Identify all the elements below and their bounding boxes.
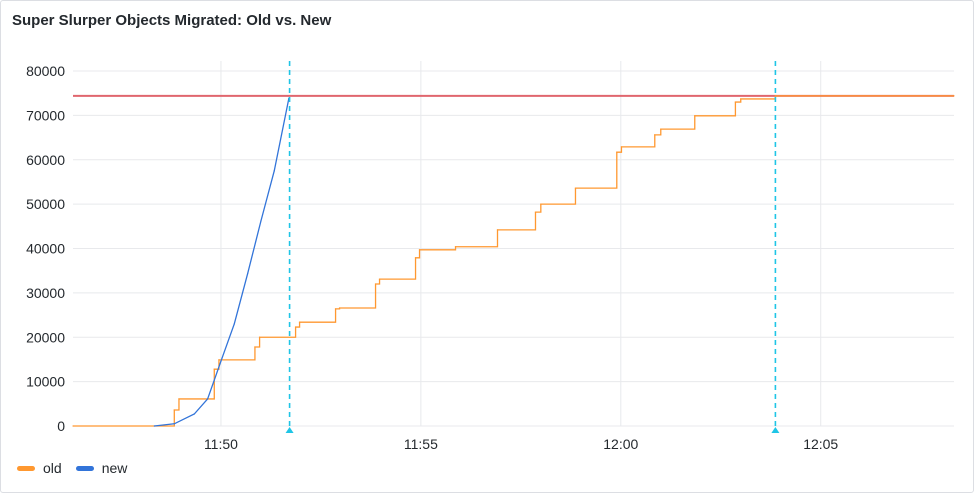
x-tick-label: 12:00	[603, 436, 638, 452]
x-tick-label: 11:50	[204, 436, 238, 452]
data-point-old	[218, 359, 220, 361]
data-point-old	[338, 307, 341, 309]
data-point-new	[260, 220, 262, 222]
data-point-old	[213, 368, 215, 370]
data-point-old	[418, 249, 421, 251]
data-point-old	[620, 146, 623, 148]
data-point-old	[378, 278, 381, 280]
data-point-old	[654, 134, 656, 136]
x-tick-label: 12:05	[803, 436, 838, 452]
series-line-new	[154, 97, 290, 427]
legend-item-old[interactable]: old	[17, 460, 62, 476]
data-point-old	[414, 257, 417, 259]
data-point-new	[273, 170, 275, 172]
legend-swatch-old	[17, 465, 35, 471]
data-point-old	[774, 95, 777, 97]
data-point-old	[694, 115, 696, 117]
data-point-old	[740, 98, 742, 100]
y-tick-label: 10000	[26, 374, 65, 390]
data-point-new	[247, 273, 249, 275]
legend-label-new: new	[101, 460, 128, 476]
legend-item-new[interactable]: new	[75, 460, 128, 476]
data-point-old	[534, 211, 537, 213]
data-point-old	[258, 336, 261, 338]
chart-title: Super Slurper Objects Migrated: Old vs. …	[12, 12, 332, 29]
legend-swatch-new	[75, 465, 94, 471]
y-tick-label: 30000	[26, 285, 65, 301]
data-point-old	[173, 409, 175, 411]
data-point-new	[153, 425, 155, 427]
data-point-old	[374, 283, 377, 285]
data-point-old	[953, 95, 955, 97]
data-point-old	[734, 101, 737, 103]
data-point-old	[334, 308, 337, 310]
y-tick-label: 80000	[26, 63, 65, 79]
data-point-old	[254, 346, 256, 348]
y-tick-label: 20000	[26, 329, 65, 345]
data-point-new	[207, 398, 209, 400]
legend: old new	[17, 460, 127, 476]
data-point-new	[193, 413, 195, 415]
data-point-old	[616, 151, 618, 153]
y-tick-label: 40000	[26, 241, 65, 257]
data-point-new	[220, 360, 222, 362]
data-point-old	[294, 326, 297, 328]
y-tick-label: 70000	[26, 107, 65, 123]
data-point-old	[178, 398, 180, 400]
y-tick-label: 60000	[26, 152, 65, 168]
data-point-old	[574, 187, 577, 189]
data-point-old	[72, 425, 74, 427]
data-point-old	[454, 246, 457, 248]
x-tick-label: 11:55	[404, 436, 438, 452]
data-point-old	[298, 321, 301, 323]
legend-label-old: old	[43, 460, 62, 476]
data-point-new	[173, 423, 175, 425]
annotation-marker	[771, 427, 780, 433]
data-point-old	[540, 203, 542, 205]
data-point-old	[496, 229, 499, 231]
data-point-new	[233, 323, 235, 325]
data-point-old	[660, 128, 662, 130]
y-tick-label: 0	[57, 418, 65, 434]
annotation-marker	[285, 427, 294, 433]
y-tick-label: 50000	[26, 196, 65, 212]
series-line-old	[73, 95, 954, 427]
